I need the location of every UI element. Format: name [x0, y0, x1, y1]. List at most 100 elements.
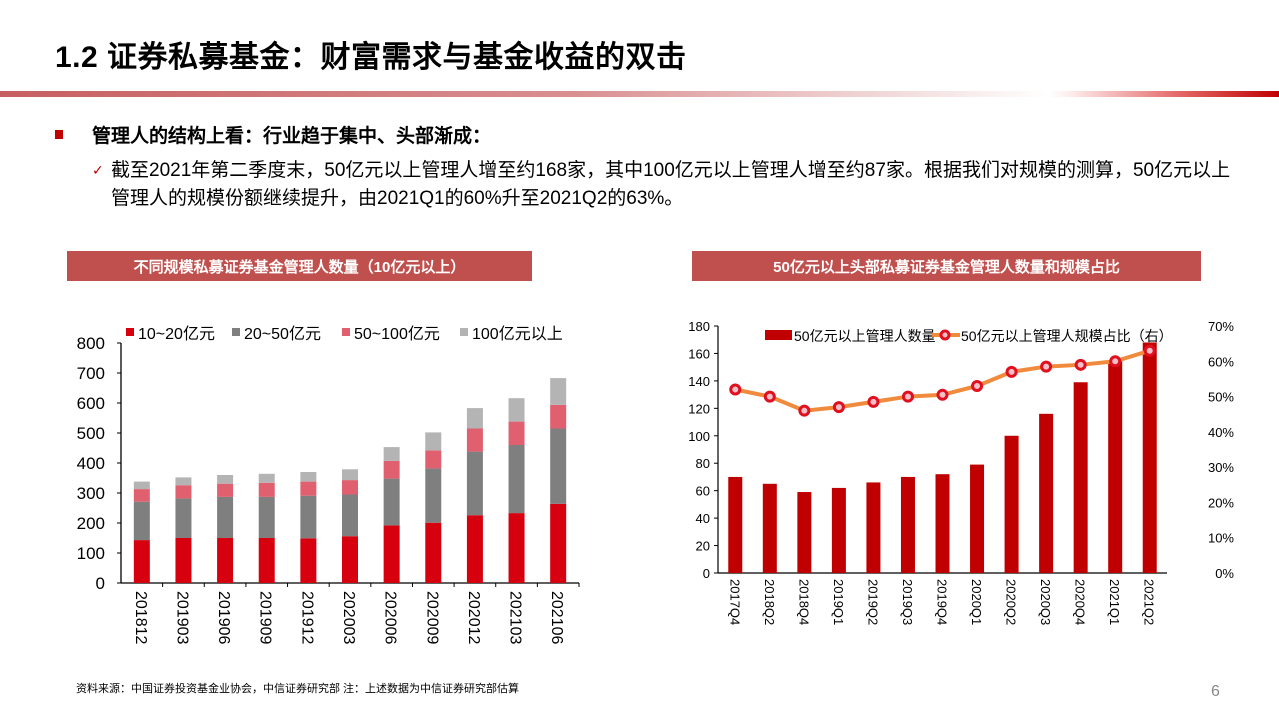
- chart2-bar: [1073, 382, 1088, 573]
- chart1-x-tick-label: 202003: [340, 591, 357, 644]
- chart1-bar-segment: [175, 485, 192, 499]
- chart1-bar-segment: [217, 538, 234, 583]
- chart2-bar: [728, 476, 743, 573]
- chart1-bar-segment: [425, 468, 442, 523]
- chart2-line-marker: [867, 395, 880, 408]
- chart2-bar: [797, 492, 812, 573]
- chart1-bar-segment: [217, 483, 234, 497]
- chart2-bar: [866, 482, 881, 573]
- chart1-bar-segment: [508, 513, 525, 583]
- chart1-bar-segment: [300, 481, 317, 496]
- chart1-bar-segment: [383, 478, 400, 526]
- chart2-x-tick-label: 2021Q2: [1142, 579, 1157, 625]
- chart1-y-tick-label: 300: [77, 484, 105, 503]
- chart1-legend-swatch: [460, 328, 468, 336]
- chart2-y-tick-label: 60: [696, 484, 710, 499]
- chart2-y2-tick-label: 60%: [1208, 354, 1234, 369]
- chart2-line-marker: [798, 404, 811, 417]
- page-number: 6: [1211, 683, 1220, 700]
- chart1-bar-segment: [550, 428, 567, 504]
- chart2-bar: [831, 487, 846, 573]
- chart2-title: 50亿元以上头部私募证券基金管理人数量和规模占比: [692, 251, 1201, 281]
- chart1-legend-label: 100亿元以上: [472, 325, 563, 343]
- chart2-bar: [970, 464, 985, 573]
- chart1-bar-segment: [133, 540, 150, 583]
- chart1-bar-segment: [550, 404, 567, 429]
- chart1-y-tick-label: 400: [77, 454, 105, 473]
- chart2-legend-bar-swatch: [765, 330, 792, 340]
- chart1-x-tick-label: 202006: [382, 591, 399, 644]
- chart1-bar-segment: [258, 482, 275, 497]
- chart1-legend-swatch: [126, 328, 134, 336]
- chart1-legend-label: 50~100亿元: [354, 325, 440, 343]
- chart2-x-tick-label: 2019Q1: [831, 579, 846, 625]
- chart2-bar: [1004, 435, 1019, 573]
- chart1-y-tick-label: 200: [77, 514, 105, 533]
- subheading: 管理人的结构上看：行业趋于集中、头部渐成：: [92, 126, 492, 147]
- chart2-y-tick-label: 140: [688, 374, 710, 389]
- chart1-bar-segment: [550, 503, 567, 583]
- chart2-y-tick-label: 20: [696, 539, 710, 554]
- chart2-line-marker: [832, 401, 845, 414]
- chart2-bar: [900, 476, 915, 573]
- chart2-x-tick-label: 2019Q3: [900, 579, 915, 625]
- chart2-y-tick-label: 120: [688, 401, 710, 416]
- chart2-y2-tick-label: 20%: [1208, 495, 1234, 510]
- chart1-x-tick-label: 201903: [173, 591, 190, 644]
- chart2-bar: [1039, 413, 1054, 573]
- chart2-y2-tick-label: 0%: [1215, 566, 1234, 581]
- body-text: 截至2021年第二季度末，50亿元以上管理人增至约168家，其中100亿元以上管…: [111, 160, 1231, 209]
- chart2-line-marker: [729, 383, 742, 396]
- chart2-line-marker: [971, 379, 984, 392]
- chart1-bar-segment: [466, 408, 483, 429]
- chart2-bar: [935, 474, 950, 573]
- chart1-bar-segment: [425, 432, 442, 451]
- chart1-x-tick-label: 202009: [423, 591, 440, 644]
- page-title: 1.2 证券私募基金：财富需求与基金收益的双击: [55, 41, 687, 74]
- chart1-bar-segment: [342, 494, 358, 537]
- chart2-bar: [1108, 360, 1123, 573]
- chart1-y-tick-label: 700: [77, 364, 105, 383]
- chart1-legend-label: 20~50亿元: [244, 325, 321, 343]
- chart1-bar-segment: [300, 495, 317, 539]
- chart1-bar-segment: [133, 481, 150, 490]
- chart2-x-tick-label: 2017Q4: [727, 579, 742, 625]
- chart1-legend-swatch: [342, 328, 350, 336]
- chart1-bar-segment: [300, 472, 317, 482]
- chart2-y-tick-label: 40: [696, 511, 710, 526]
- chart1-x-tick-label: 202012: [465, 591, 482, 644]
- chart1-bar-segment: [133, 489, 150, 502]
- chart1-bar-segment: [383, 525, 400, 583]
- square-bullet-icon: [55, 130, 63, 139]
- chart1-bar-segment: [466, 451, 483, 516]
- chart2-y-tick-label: 80: [696, 456, 710, 471]
- chart2-line-marker: [1005, 365, 1018, 378]
- chart2-y2-tick-label: 10%: [1208, 531, 1234, 546]
- chart2-line-marker: [901, 390, 914, 403]
- chart2-legend-bar-label: 50亿元以上管理人数量: [794, 328, 936, 344]
- chart1-bar-segment: [300, 538, 317, 583]
- chart2-y-tick-label: 180: [688, 319, 710, 334]
- chart2-y-tick-label: 0: [703, 566, 710, 581]
- chart1-y-tick-label: 600: [77, 394, 105, 413]
- chart1-x-tick-label: 202103: [507, 591, 524, 644]
- chart1-bar-segment: [383, 447, 400, 461]
- chart1-bar-segment: [133, 501, 150, 541]
- chart1-bar-segment: [466, 515, 483, 583]
- chart1-bar-segment: [342, 536, 358, 583]
- chart1-legend-label: 10~20亿元: [138, 325, 215, 343]
- chart1-x-tick-label: 201909: [257, 591, 274, 644]
- chart2-line-marker: [763, 390, 776, 403]
- chart1-bar-segment: [258, 538, 275, 583]
- chart1-bar-segment: [466, 428, 483, 452]
- chart2-x-tick-label: 2018Q4: [796, 579, 811, 625]
- chart1-bar-segment: [425, 450, 442, 469]
- chart1-bar-segment: [175, 538, 192, 583]
- chart2-line-marker: [936, 388, 949, 401]
- chart2-y2-tick-label: 30%: [1208, 460, 1234, 475]
- chart2-bar: [1142, 342, 1157, 573]
- chart2-x-tick-label: 2020Q4: [1073, 579, 1088, 625]
- chart2-line-marker: [1143, 344, 1156, 357]
